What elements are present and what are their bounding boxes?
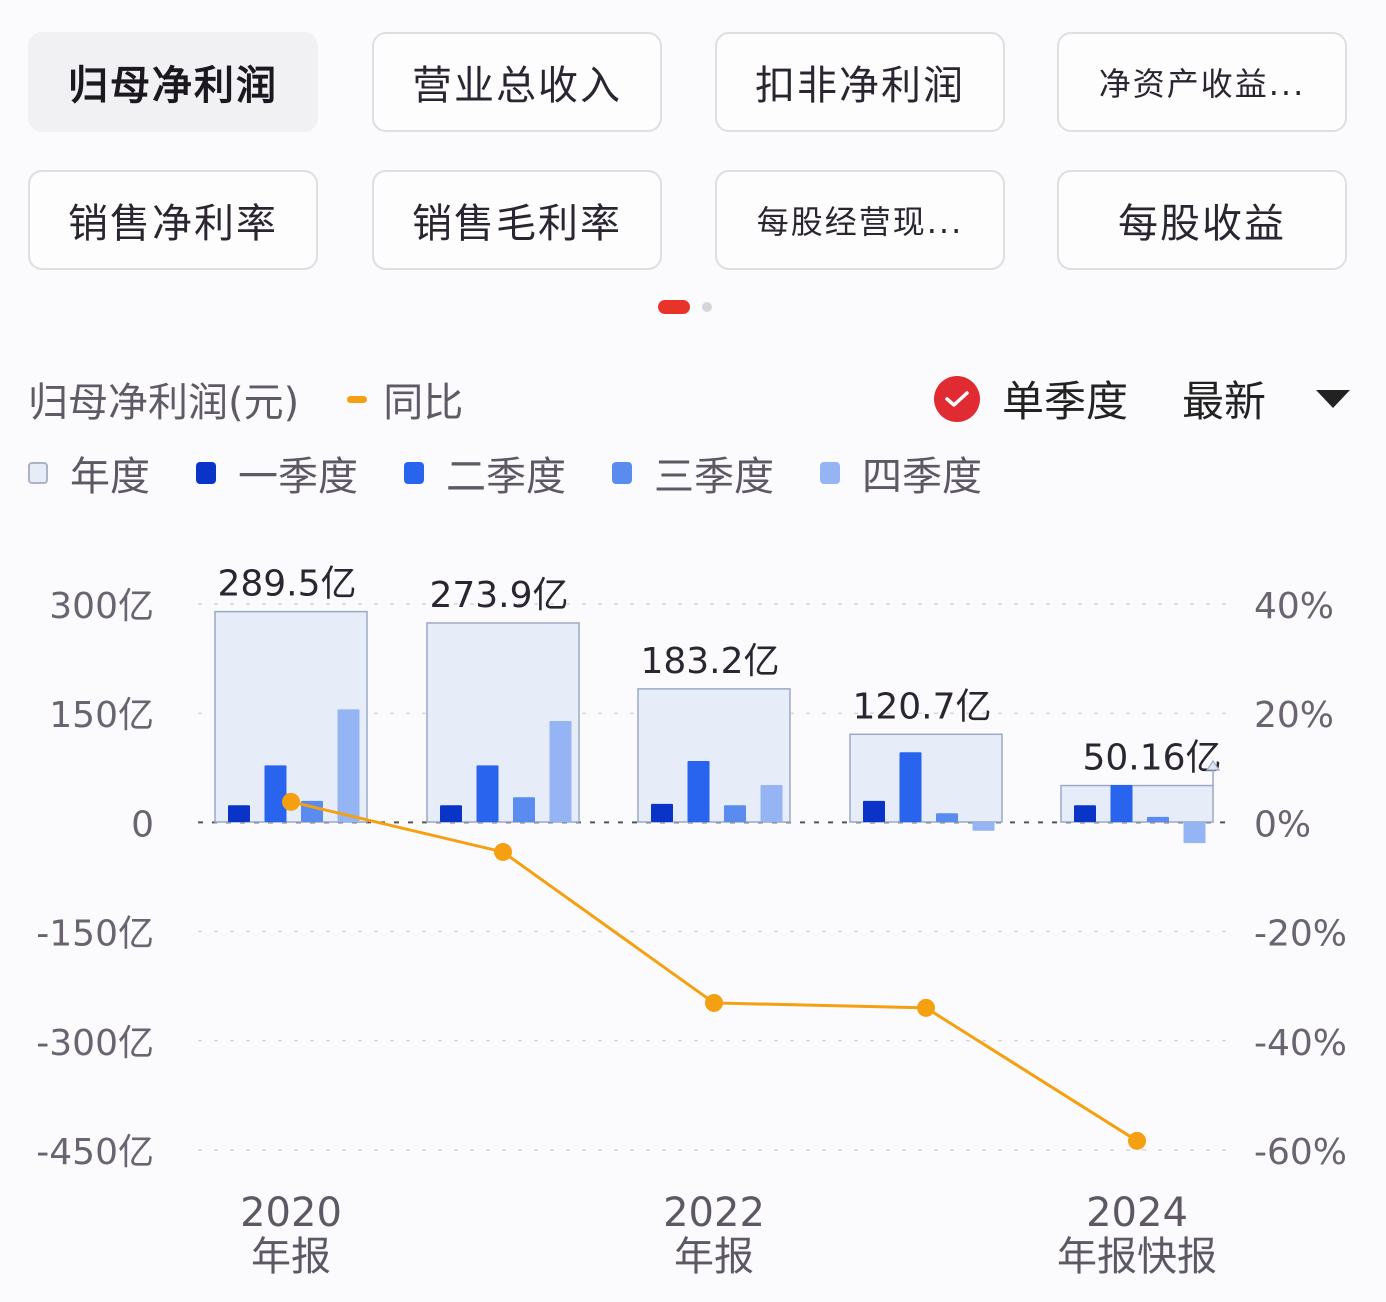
quarter-bar [1074,805,1096,822]
annual-value-label: 183.2亿 [640,641,779,682]
tab-gross-margin[interactable]: 销售毛利率 [372,170,662,270]
caret-down-icon[interactable] [1316,389,1350,408]
chart-legend: 年度 一季度 二季度 三季度 四季度 [28,444,1028,502]
annual-value-label: 289.5亿 [217,564,356,605]
quarter-bar [936,813,958,822]
annual-value-label: 50.16亿 [1082,738,1221,779]
annual-value-label: 273.9亿 [429,575,568,616]
y-right-tick: 20% [1254,695,1334,736]
legend-item-q3[interactable]: 三季度 [612,444,774,502]
quarter-bar [301,800,323,822]
tab-net-margin[interactable]: 销售净利率 [28,170,318,270]
legend-swatch-q1 [196,462,216,484]
annual-bar [426,622,580,823]
period-select[interactable]: 最新 [1181,377,1266,426]
quarter-bar [549,720,572,822]
x-tick-year: 2020 [240,1190,342,1236]
y-left-tick: 150亿 [49,695,154,736]
y-left-tick: -450亿 [36,1132,154,1173]
tab-net-profit-parent[interactable]: 归母净利润 [28,32,318,132]
y-left-tick: 0 [131,804,154,845]
quarter-bar [1147,816,1169,822]
legend-swatch-q4 [820,462,840,484]
yoy-line [290,800,1138,1143]
y-right-tick: -20% [1254,914,1347,955]
quarter-bar [337,709,360,822]
y-left-tick: 300亿 [49,586,154,627]
annual-value-label: 120.7亿 [852,686,991,727]
x-tick-year: 2022 [663,1190,765,1236]
quarter-bar [651,803,673,822]
legend-label: 一季度 [238,454,358,500]
yoy-point [282,792,300,811]
quarter-bar [513,797,535,822]
page-indicator[interactable] [658,300,712,314]
yoy-point [917,998,935,1017]
tab-operating-cashflow-per-share[interactable]: 每股经营现... [715,170,1005,270]
legend-label: 年度 [70,454,150,500]
quarter-bar [687,760,710,822]
yoy-point [1128,1131,1146,1150]
tab-roe[interactable]: 净资产收益... [1057,32,1347,132]
quarter-bar [760,784,783,822]
arrow-up-icon [1205,759,1221,771]
tab-total-revenue[interactable]: 营业总收入 [372,32,662,132]
tab-eps[interactable]: 每股收益 [1057,170,1347,270]
quarter-bar [440,805,462,822]
y-right-tick: -40% [1254,1023,1347,1064]
quarter-bar [724,805,746,822]
y-right-tick: 0% [1254,804,1311,845]
x-tick-year: 2024 [1086,1190,1188,1236]
legend-swatch-q2 [404,462,424,484]
y-right-tick: 40% [1254,586,1334,627]
yoy-legend-marker [347,395,368,403]
quarter-bar [1110,784,1133,822]
quarter-bar [228,805,250,822]
quarter-bar [972,822,995,831]
chart-title: 归母净利润(元) [28,380,300,426]
annual-bar [214,610,368,823]
x-tick-period: 年报 [674,1234,754,1280]
y-left-tick: -300亿 [36,1023,154,1064]
legend-swatch-annual [28,462,48,484]
single-quarter-label[interactable]: 单季度 [1001,377,1128,426]
legend-item-q1[interactable]: 一季度 [196,444,358,502]
legend-swatch-q3 [612,462,632,484]
single-quarter-checkbox[interactable] [933,375,980,422]
check-icon [945,390,969,407]
y-left-tick: -150亿 [36,914,154,955]
x-tick-period: 年报快报 [1057,1234,1217,1280]
legend-item-annual[interactable]: 年度 [28,444,150,502]
quarter-bar [863,800,885,822]
x-tick-period: 年报 [251,1234,331,1280]
quarter-bar [1183,822,1206,844]
yoy-point [494,842,512,861]
annual-bar [1060,784,1214,823]
tab-deducted-net-profit[interactable]: 扣非净利润 [715,32,1005,132]
page-dot-active[interactable] [658,300,690,314]
quarter-bar [264,765,287,822]
legend-item-q2[interactable]: 二季度 [404,444,566,502]
chart-header: 归母净利润(元) 同比 [28,370,463,428]
y-right-tick: -60% [1254,1132,1347,1173]
annual-bar [637,688,791,823]
page-dot[interactable] [702,302,712,312]
legend-item-q4[interactable]: 四季度 [820,444,982,502]
yoy-point [705,993,723,1012]
quarter-bar [476,765,499,822]
yoy-legend-label: 同比 [383,380,464,426]
legend-label: 三季度 [654,454,774,500]
quarter-bar [899,752,922,822]
legend-label: 四季度 [862,454,982,500]
annual-bar [849,733,1003,823]
chart-options: 单季度 最新 [933,368,1350,429]
legend-label: 二季度 [446,454,566,500]
